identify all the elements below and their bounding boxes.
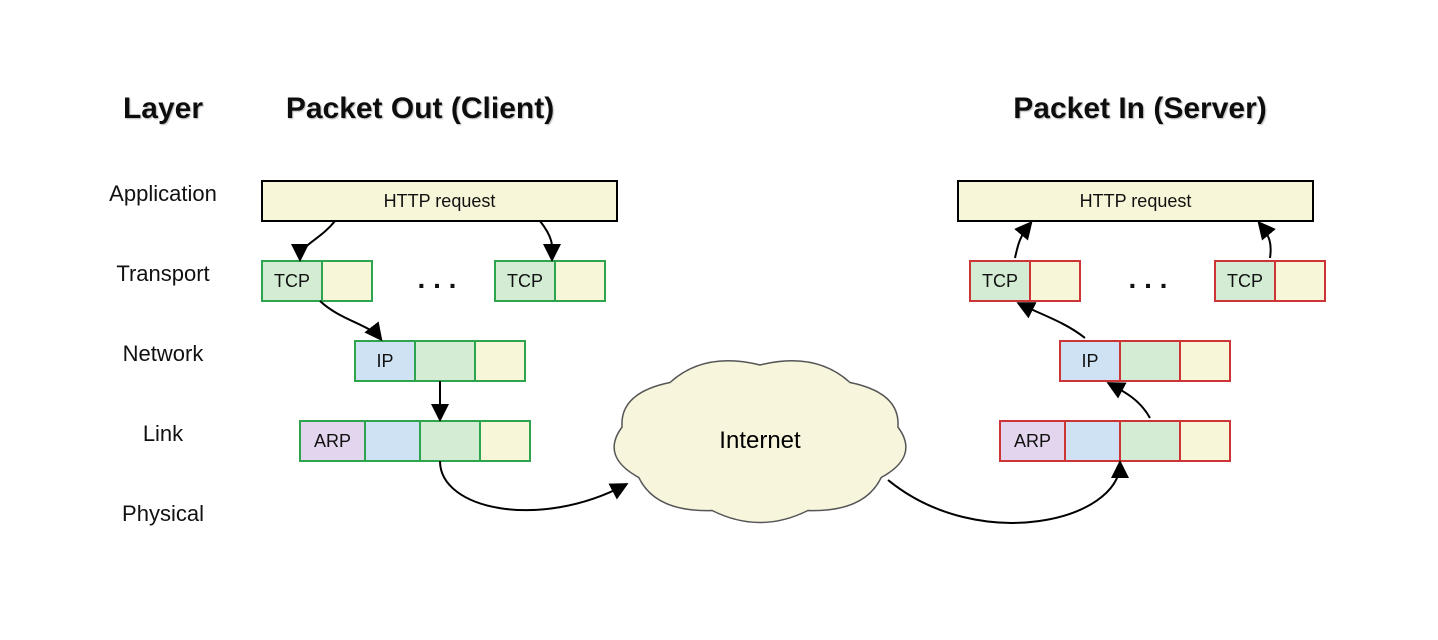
in-http-box: HTTP request	[958, 181, 1313, 221]
in-tcp-box-1-seg-1	[1030, 261, 1080, 301]
layer-labels: Application Transport Network Link Physical	[109, 181, 217, 526]
in-arp-box-seg-3	[1180, 421, 1230, 461]
in-tcp-box-1: TCP	[970, 261, 1080, 301]
in-tcp-box-2-label: TCP	[1227, 271, 1263, 291]
in-ip-box-seg-1	[1120, 341, 1180, 381]
out-ellipsis: . . .	[418, 263, 457, 294]
out-tcp-box-2-seg-1	[555, 261, 605, 301]
arrow-in-3	[1015, 224, 1030, 258]
arrow-in-2	[1020, 304, 1085, 338]
out-tcp-box-2: TCP	[495, 261, 605, 301]
in-tcp-box-2: TCP	[1215, 261, 1325, 301]
header-packet-out: Packet Out (Client)	[286, 92, 554, 125]
arrow-out-0	[300, 221, 335, 258]
layer-label: Network	[123, 341, 205, 366]
out-ip-box-label: IP	[376, 351, 393, 371]
internet-cloud: Internet	[614, 361, 906, 523]
layer-label: Application	[109, 181, 217, 206]
out-arp-box: ARP	[300, 421, 530, 461]
out-tcp-box-2-label: TCP	[507, 271, 543, 291]
in-http-box-label: HTTP request	[1080, 191, 1192, 211]
in-arp-box: ARP	[1000, 421, 1230, 461]
out-ip-box-seg-2	[475, 341, 525, 381]
in-ellipsis: . . .	[1129, 263, 1168, 294]
in-arp-box-seg-2	[1120, 421, 1180, 461]
out-ip-box: IP	[355, 341, 525, 381]
packet-out-boxes: HTTP request TCP TCP . . . IP ARP	[262, 181, 617, 461]
header-layer: Layer	[123, 92, 203, 125]
cloud-label: Internet	[719, 427, 801, 454]
packet-in-boxes: HTTP request TCP TCP . . . IP ARP	[958, 181, 1325, 461]
diagram-canvas: Layer Packet Out (Client) Packet In (Ser…	[0, 0, 1438, 640]
arrow-out-4	[440, 461, 625, 510]
in-tcp-box-1-label: TCP	[982, 271, 1018, 291]
out-arp-box-seg-3	[480, 421, 530, 461]
in-tcp-box-2-seg-1	[1275, 261, 1325, 301]
layer-label: Transport	[116, 261, 209, 286]
layer-label: Link	[143, 421, 184, 446]
in-ip-box: IP	[1060, 341, 1230, 381]
out-http-box: HTTP request	[262, 181, 617, 221]
in-arp-box-label: ARP	[1014, 431, 1051, 451]
header-packet-in: Packet In (Server)	[1013, 92, 1266, 125]
out-arp-box-seg-2	[420, 421, 480, 461]
layer-label: Physical	[122, 501, 204, 526]
out-tcp-box-1-label: TCP	[274, 271, 310, 291]
out-arp-box-seg-1	[365, 421, 420, 461]
arrow-out-1	[540, 221, 552, 258]
out-http-box-label: HTTP request	[384, 191, 496, 211]
arrow-in-0	[888, 464, 1120, 523]
in-ip-box-seg-2	[1180, 341, 1230, 381]
in-ip-box-label: IP	[1081, 351, 1098, 371]
out-tcp-box-1: TCP	[262, 261, 372, 301]
arrow-in-4	[1260, 224, 1271, 258]
arrow-out-2	[320, 301, 380, 338]
out-arp-box-label: ARP	[314, 431, 351, 451]
in-arp-box-seg-1	[1065, 421, 1120, 461]
out-ip-box-seg-1	[415, 341, 475, 381]
arrow-in-1	[1110, 384, 1150, 418]
out-tcp-box-1-seg-1	[322, 261, 372, 301]
